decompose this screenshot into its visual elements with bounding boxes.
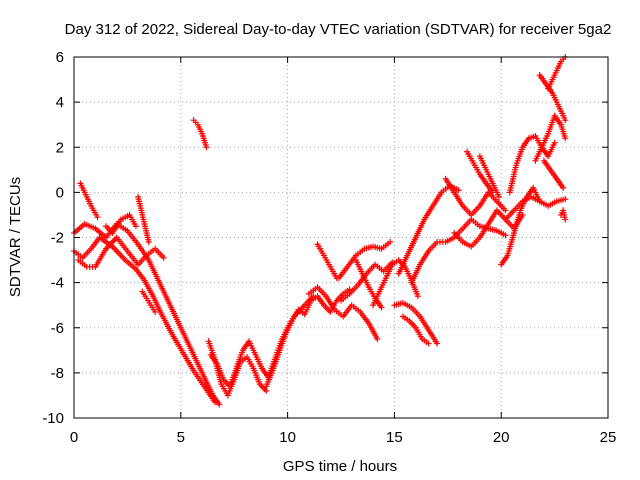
series-1 [71,234,218,406]
data-point [425,340,432,347]
x-tick-label: 0 [70,429,78,446]
x-tick-label: 25 [600,429,617,446]
data-point [562,117,569,124]
data-point [551,139,558,146]
y-tick-label: 2 [56,139,64,156]
data-point [374,336,381,343]
series-23 [464,148,496,196]
data-point [132,223,139,230]
data-point [414,293,421,300]
data-point [387,239,394,246]
y-tick-label: -8 [51,365,64,382]
data-point [216,401,223,408]
series-6 [139,288,159,315]
data-point [502,207,509,214]
data-point [145,239,152,246]
series-13 [335,239,394,282]
series-25 [498,184,543,268]
y-tick-label: 4 [56,94,64,111]
series-28 [532,112,569,164]
data-point [152,308,159,315]
data-point [562,216,569,223]
series-3 [77,180,101,221]
chart-title: Day 312 of 2022, Sidereal Day-to-day VTE… [65,21,612,38]
x-tick-label: 15 [386,429,403,446]
series-9 [205,338,270,399]
x-tick-label: 20 [493,429,510,446]
data-points [71,54,569,408]
series-20 [408,216,509,286]
data-point [378,304,385,311]
series-10 [263,286,353,390]
series-31 [545,54,569,92]
series-27 [506,132,558,196]
series-8 [207,293,317,390]
axis-ticks: 0 5 10 15 20 25 -10 -8 -6 -4 -2 0 2 4 6 [42,49,616,446]
series-24 [476,153,503,200]
series-15 [352,257,385,311]
data-point [94,214,101,221]
series-7 [190,117,210,151]
series-21 [442,175,509,218]
y-axis-label: SDTVAR / TECUs [7,177,24,297]
grid [74,57,608,418]
data-point [502,232,509,239]
y-tick-label: -4 [51,275,64,292]
y-tick-label: -6 [51,320,64,337]
series-0 [71,220,223,408]
series-14 [338,259,396,304]
x-tick-label: 10 [279,429,296,446]
series-4 [103,211,139,236]
y-tick-label: 0 [56,184,64,201]
x-axis-label: GPS time / hours [283,458,397,475]
data-point [434,340,441,347]
data-point [562,135,569,142]
series-18 [399,313,432,347]
y-tick-label: -2 [51,230,64,247]
series-12 [314,241,340,282]
data-point [211,399,218,406]
data-point [160,254,167,261]
series-19 [395,182,462,277]
series-29 [540,157,567,191]
series-11 [305,284,381,343]
series-2 [75,234,167,270]
series-5 [135,193,152,246]
data-point [496,193,503,200]
series-17 [391,299,441,347]
data-point [560,184,567,191]
x-tick-label: 5 [177,429,185,446]
data-point [455,187,462,194]
y-tick-label: 6 [56,49,64,66]
series-26 [502,193,569,223]
data-point [203,144,210,151]
series-32 [558,207,569,223]
y-tick-label: -10 [42,410,64,427]
data-point [562,196,569,203]
